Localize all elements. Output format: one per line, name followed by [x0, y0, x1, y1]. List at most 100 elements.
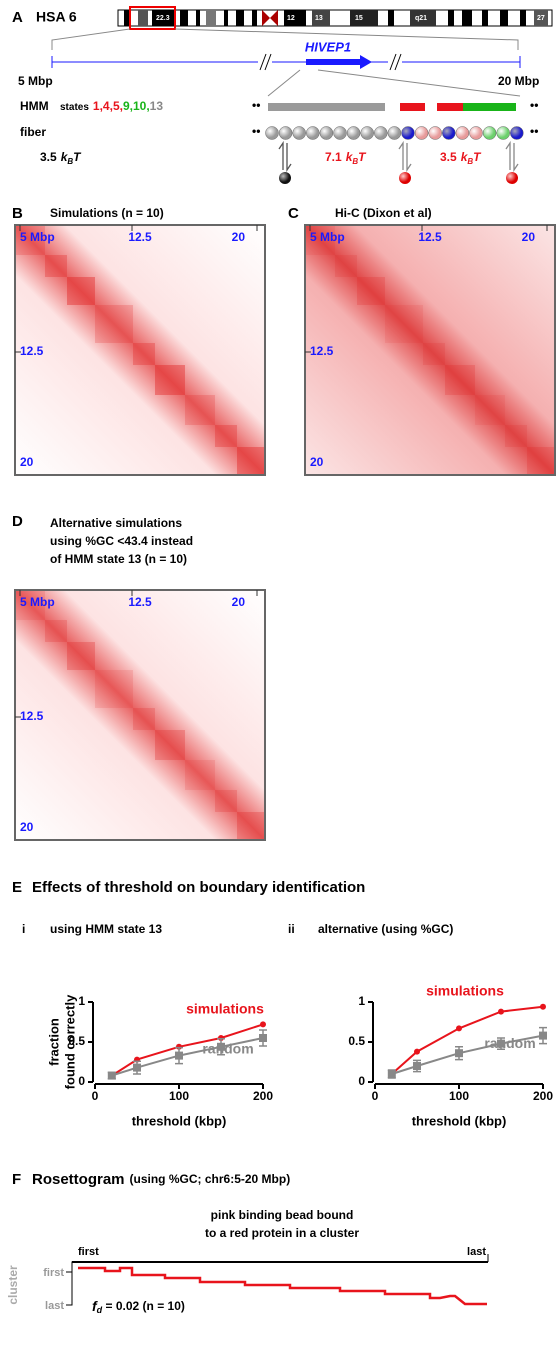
marker [260, 1021, 266, 1028]
energies: 3.5 kBT 7.1 kBT 3.5 kBT [40, 140, 519, 184]
state: 4, [103, 99, 113, 113]
tad-block [215, 790, 237, 812]
fd-text: = 0.02 (n = 10) [102, 1299, 185, 1313]
marker [217, 1042, 225, 1051]
harpoon [505, 140, 519, 173]
harpoon [398, 140, 412, 173]
marker [387, 1070, 396, 1078]
x-tick-label: 100 [449, 1089, 469, 1103]
tad-block [155, 730, 185, 760]
tad-block [45, 255, 67, 277]
y-axis-label: found correctly [62, 994, 77, 1089]
tad-block [95, 305, 133, 343]
band-label: 12 [287, 15, 295, 22]
last-cluster: last [45, 1300, 64, 1312]
x-axis-label: threshold (kbp) [132, 1113, 227, 1128]
map-label: 20 [232, 595, 246, 609]
gene-name: HIVEP1 [305, 39, 351, 54]
marker [456, 1025, 462, 1032]
map-label: 20 [310, 455, 324, 469]
bead [265, 126, 279, 140]
marker [259, 1034, 267, 1042]
map-label: 5 Mbp [310, 230, 345, 244]
unit: T [73, 150, 82, 164]
svg-text:••: •• [530, 98, 538, 112]
bead [319, 126, 334, 140]
x-tick-label: 0 [92, 1089, 99, 1103]
bead [278, 126, 293, 140]
protein [506, 172, 518, 184]
caption: pink binding bead bound [211, 1208, 354, 1222]
tad-block [67, 642, 95, 670]
hmm-label: HMM [20, 99, 49, 113]
tad-block [155, 365, 185, 395]
tad-block [237, 447, 265, 475]
map-frame [14, 589, 266, 841]
tad-block [445, 365, 475, 395]
marker [497, 1039, 505, 1048]
panel-label: E [12, 879, 22, 896]
energy: 3.5 kBT [40, 150, 82, 166]
bead [510, 126, 524, 140]
fd-subscript: d [97, 1305, 103, 1315]
states-row: states 1,4,5,9,10,13 [60, 99, 163, 113]
panel-label: D [12, 513, 23, 530]
marker [413, 1062, 421, 1070]
subpanel-label: i [22, 922, 25, 936]
unit: B [67, 157, 73, 166]
y-tick-label: 0.5 [348, 1034, 365, 1048]
panel-title: Hi-C (Dixon et al) [335, 206, 432, 220]
map-label: 20 [232, 230, 246, 244]
panel-label: C [288, 205, 299, 222]
map-label: 5 Mbp [20, 595, 55, 609]
bead [455, 126, 470, 140]
fiber: •• •• [252, 124, 538, 140]
harpoon [278, 140, 292, 173]
series-label: simulations [186, 1001, 264, 1017]
fd-symbol: f [92, 1298, 98, 1314]
bead [306, 126, 320, 140]
panel-label: B [12, 205, 23, 222]
last-label: last [467, 1246, 486, 1258]
state: 5, [113, 99, 123, 113]
series-label: simulations [426, 982, 504, 998]
map-label: 12.5 [310, 344, 334, 358]
marker [133, 1063, 141, 1072]
bead [482, 126, 497, 140]
first-cluster: first [43, 1267, 64, 1279]
panel-title: of HMM state 13 (n = 10) [50, 552, 187, 566]
map-label: 12.5 [20, 709, 44, 723]
tad-block [185, 760, 215, 790]
subpanel-title: using HMM state 13 [50, 922, 162, 936]
energy-value: 3.5 [40, 150, 57, 164]
map-frame [304, 224, 556, 476]
unit: k [461, 150, 469, 164]
caption: to a red protein in a cluster [205, 1226, 359, 1240]
unit: k [346, 150, 354, 164]
y-tick-label: 0.5 [68, 1034, 85, 1048]
unit: T [358, 150, 367, 164]
tad-block [335, 255, 357, 277]
cluster-label: cluster [6, 1265, 20, 1305]
x-tick-label: 0 [372, 1089, 379, 1103]
unit: B [467, 157, 473, 166]
state-bars: •• •• [252, 98, 538, 112]
contact-map [15, 590, 265, 840]
fd-stat: fd = 0.02 (n = 10) [92, 1298, 185, 1316]
map-label: 20 [20, 820, 34, 834]
marker [107, 1071, 116, 1080]
series-label: random [484, 1035, 535, 1051]
bead [333, 126, 347, 140]
panel-label: F [12, 1171, 21, 1188]
subtitle: (using %GC; chr6:5-20 Mbp) [130, 1172, 291, 1186]
map-label: 20 [20, 455, 34, 469]
series-label: random [202, 1041, 253, 1057]
panel-title: Effects of threshold on boundary identif… [32, 879, 365, 896]
bead [469, 126, 483, 140]
y-tick-label: 0 [358, 1074, 365, 1088]
map-label: 12.5 [128, 230, 152, 244]
dots: •• [252, 98, 260, 112]
x-axis-label: threshold (kbp) [412, 1113, 507, 1128]
map-label: 20 [522, 230, 536, 244]
marker [540, 1003, 546, 1010]
